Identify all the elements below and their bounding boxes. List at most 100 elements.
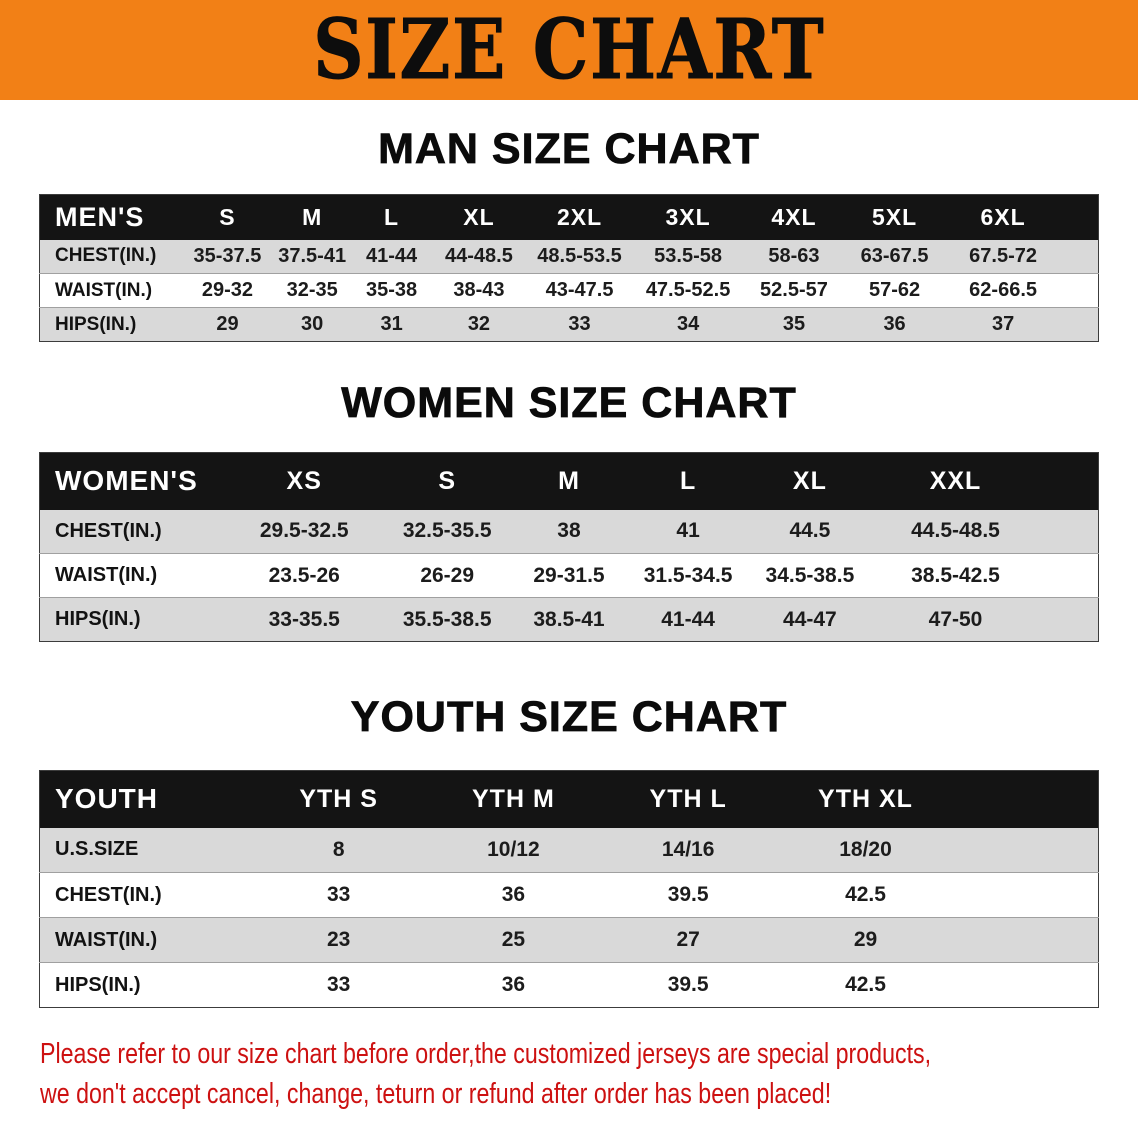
value-cell: 53.5-58: [654, 244, 722, 267]
spacer-cell: [956, 963, 1099, 1008]
row-label-cell: WAIST(IN.): [55, 928, 158, 951]
size-header-cell: 2XL: [526, 194, 633, 240]
value-cell: 18/20: [839, 837, 892, 861]
men-table-body: CHEST(IN.) 35-37.5 37.5-41 41-44 44-48.5 48.5…: [39, 239, 1099, 342]
banner: SIZE CHART: [0, 0, 1138, 100]
value-cell: 44-47: [783, 607, 837, 631]
table-row: CHEST(IN.) 29.5-32.5 32.5-35.5 38 41 44.5 44.5…: [39, 509, 1099, 554]
value-cell: 47-50: [928, 607, 983, 631]
spacer-cell: [1061, 194, 1099, 240]
value-cell: 33-35.5: [268, 607, 340, 631]
value-cell: 37.5-41: [278, 244, 347, 267]
value-cell: 33: [326, 883, 351, 906]
value-cell: 58-63: [768, 244, 820, 267]
table-header-row: MEN'S S M L XL 2XL 3XL 4XL 5XL 6XL: [39, 194, 1099, 240]
women-table-head: WOMEN'S XS S M L XL XXL: [39, 452, 1099, 510]
value-cell: 38: [557, 519, 581, 543]
value-cell: 34.5-38.5: [765, 563, 855, 587]
spacer-cell: [955, 770, 1099, 828]
value-cell: 42.5: [845, 883, 886, 906]
value-cell: 52.5-57: [760, 279, 828, 301]
value-cell: 42.5: [845, 973, 886, 996]
value-cell: 25: [501, 928, 526, 951]
value-cell: 26-29: [420, 563, 475, 587]
men-table-head: MEN'S S M L XL 2XL 3XL 4XL 5XL 6XL: [39, 194, 1099, 240]
men-size-table: MEN'S S M L XL 2XL 3XL 4XL 5XL 6XL CHEST(IN.) 35-3…: [39, 194, 1099, 342]
size-header-cell: YTH L: [600, 770, 776, 828]
size-header-cell: 5XL: [844, 194, 945, 240]
table-row: CHEST(IN.) 35-37.5 37.5-41 41-44 44-48.5 48.5…: [39, 239, 1099, 274]
size-header-cell: M: [272, 194, 352, 240]
size-header-cell: XS: [224, 452, 384, 510]
value-cell: 35: [782, 313, 806, 335]
value-cell: 41-44: [661, 607, 715, 631]
table-title-cell: WOMEN'S: [39, 452, 225, 510]
value-cell: 39.5: [667, 973, 709, 996]
size-header-cell: 4XL: [743, 194, 845, 240]
row-label-cell: CHEST(IN.): [55, 883, 162, 906]
value-cell: 44-48.5: [445, 244, 513, 267]
size-charts: MAN SIZE CHART MEN'S S M L XL 2XL 3XL 4XL 5XL 6XL…: [0, 126, 1138, 1008]
row-label-cell: CHEST(IN.): [55, 519, 162, 542]
row-label-cell: WAIST(IN.): [55, 564, 158, 586]
spacer-cell: [1040, 510, 1098, 554]
spacer-cell: [1040, 554, 1098, 598]
value-cell: 35-38: [366, 279, 418, 301]
spacer-cell: [1061, 240, 1098, 274]
row-label-cell: HIPS(IN.): [55, 608, 141, 630]
value-cell: 31: [380, 313, 403, 335]
value-cell: 39.5: [667, 883, 709, 906]
men-size-section: MAN SIZE CHART MEN'S S M L XL 2XL 3XL 4XL 5XL 6XL…: [0, 126, 1138, 342]
table-title-cell: YOUTH: [39, 770, 252, 828]
row-label-cell: CHEST(IN.): [55, 245, 157, 267]
size-header-cell: XL: [749, 452, 871, 510]
youth-section-heading: YOUTH SIZE CHART: [350, 693, 788, 741]
value-cell: 44.5: [789, 519, 831, 543]
value-cell: 36: [883, 313, 906, 335]
table-row: WAIST(IN.) 23.5-26 26-29 29-31.5 31.5-34.5 34…: [39, 553, 1099, 598]
value-cell: 36: [501, 883, 526, 906]
order-notice: Please refer to our size chart before or…: [40, 1034, 1138, 1114]
value-cell: 29-31.5: [533, 563, 605, 587]
value-cell: 37: [991, 313, 1015, 335]
size-header-cell: S: [383, 452, 511, 510]
row-label-cell: HIPS(IN.): [55, 973, 141, 996]
value-cell: 32: [467, 313, 491, 335]
youth-table-body: U.S.SIZE 8 10/12 14/16 18/20 CHEST(IN.) 33 36 39…: [39, 827, 1099, 1008]
women-size-section: WOMEN SIZE CHART WOMEN'S XS S M L XL XXL CHEST…: [0, 380, 1138, 642]
table-title-cell: MEN'S: [39, 194, 183, 240]
youth-size-table: YOUTH YTH S YTH M YTH L YTH XL U.S.SIZE 8 10/1…: [39, 770, 1099, 1008]
table-header-row: WOMEN'S XS S M L XL XXL: [39, 452, 1099, 510]
size-header-cell: L: [627, 452, 749, 510]
value-cell: 41: [676, 519, 700, 543]
value-cell: 62-66.5: [969, 279, 1038, 301]
row-label-cell: WAIST(IN.): [55, 279, 153, 301]
row-label-cell: HIPS(IN.): [55, 313, 137, 335]
value-cell: 41-44: [366, 244, 418, 267]
value-cell: 29-32: [201, 279, 254, 301]
table-row: HIPS(IN.) 29 30 31 32 33 34 35 36 37: [39, 307, 1099, 342]
table-row: WAIST(IN.) 29-32 32-35 35-38 38-43 43-47.5 47.…: [39, 273, 1099, 308]
value-cell: 67.5-72: [969, 244, 1038, 267]
value-cell: 14/16: [661, 837, 715, 861]
value-cell: 63-67.5: [860, 244, 929, 267]
value-cell: 23: [326, 928, 351, 951]
men-section-heading: MAN SIZE CHART: [378, 125, 760, 173]
value-cell: 29.5-32.5: [259, 519, 349, 543]
size-header-cell: XXL: [870, 452, 1041, 510]
youth-table-head: YOUTH YTH S YTH M YTH L YTH XL: [39, 770, 1099, 828]
value-cell: 43-47.5: [545, 279, 614, 301]
value-cell: 29: [216, 313, 239, 335]
spacer-cell: [956, 918, 1099, 963]
size-header-cell: XL: [431, 194, 527, 240]
value-cell: 35.5-38.5: [402, 607, 492, 631]
spacer-cell: [956, 873, 1099, 918]
size-header-cell: 6XL: [944, 194, 1062, 240]
value-cell: 23.5-26: [268, 563, 340, 587]
table-header-row: YOUTH YTH S YTH M YTH L YTH XL: [39, 770, 1099, 828]
table-row: HIPS(IN.) 33 36 39.5 42.5: [39, 962, 1099, 1008]
spacer-cell: [1040, 598, 1098, 642]
spacer-cell: [956, 828, 1099, 873]
row-label-cell: U.S.SIZE: [55, 838, 139, 861]
